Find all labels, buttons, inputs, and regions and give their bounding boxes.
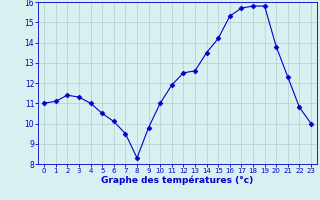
X-axis label: Graphe des températures (°c): Graphe des températures (°c) (101, 176, 254, 185)
